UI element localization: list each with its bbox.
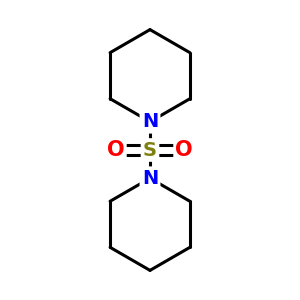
Text: O: O [176, 140, 193, 160]
Text: O: O [107, 140, 124, 160]
Text: N: N [142, 169, 158, 188]
Text: N: N [142, 112, 158, 131]
Text: S: S [143, 140, 157, 160]
